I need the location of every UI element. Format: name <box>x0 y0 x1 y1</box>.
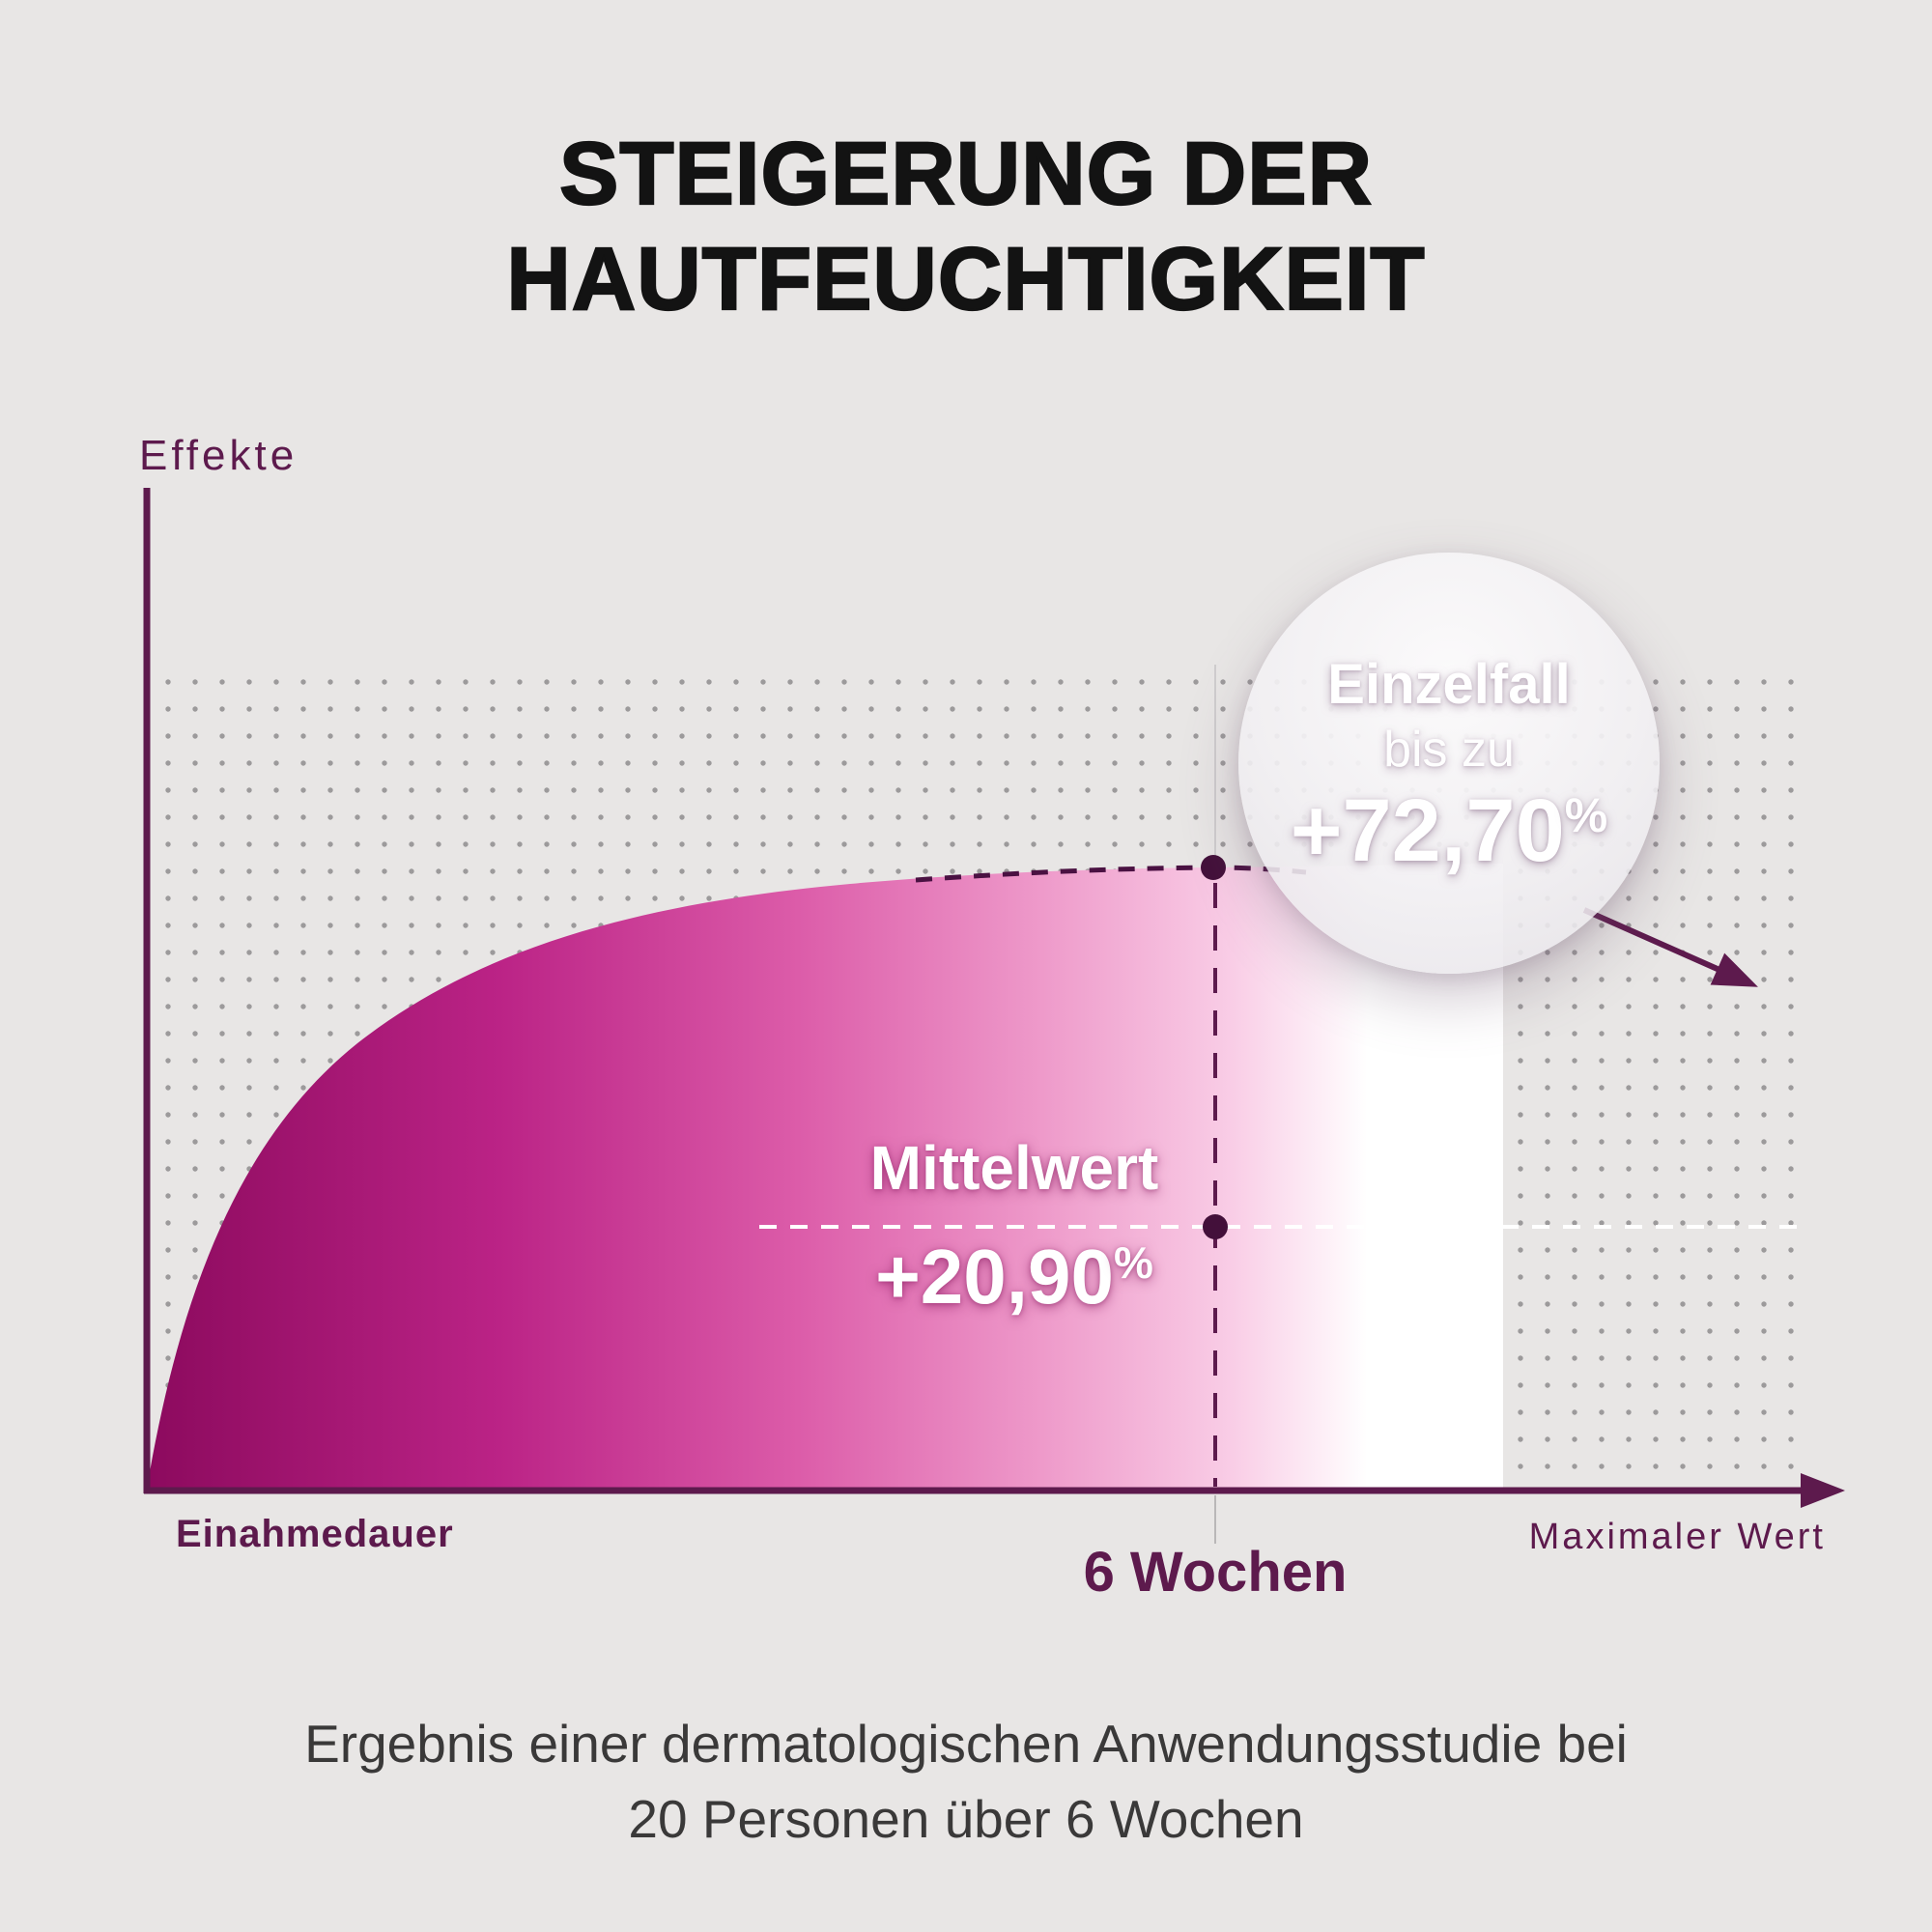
mittelwert-percent-sign: % <box>1114 1237 1153 1288</box>
study-caption: Ergebnis einer dermatologischen Anwendun… <box>0 1706 1932 1857</box>
title-line-2: HAUTFEUCHTIGKEIT <box>505 228 1426 328</box>
caption-line-2: 20 Personen über 6 Wochen <box>628 1789 1304 1850</box>
einzelfall-label: Einzelfall <box>1327 652 1571 716</box>
x-axis-marker-6-wochen: 6 Wochen <box>1083 1541 1348 1604</box>
einzelfall-sublabel: bis zu <box>1383 721 1515 778</box>
mittelwert-point <box>1203 1214 1228 1239</box>
mittelwert-value-number: +20,90 <box>875 1234 1114 1320</box>
x-axis-label-left: Einahmedauer <box>176 1513 454 1555</box>
y-axis-label: Effekte <box>139 432 298 479</box>
trend-arrow <box>1582 907 1758 987</box>
einzelfall-point <box>1201 855 1226 880</box>
area-curve <box>147 864 1503 1489</box>
title-line-1: STEIGERUNG DER <box>558 124 1374 224</box>
einzelfall-percent-sign: % <box>1564 787 1608 842</box>
einzelfall-value-number: +72,70 <box>1290 781 1565 880</box>
einzelfall-badge: Einzelfall bis zu +72,70% <box>1238 553 1660 974</box>
x-axis-label-right: Maximaler Wert <box>1528 1517 1826 1557</box>
einzelfall-value: +72,70% <box>1291 786 1607 875</box>
caption-line-1: Ergebnis einer dermatologischen Anwendun… <box>304 1714 1628 1774</box>
page-title: STEIGERUNG DER HAUTFEUCHTIGKEIT <box>0 122 1932 331</box>
mittelwert-value: +20,90% <box>744 1238 1285 1316</box>
mittelwert-label: Mittelwert <box>869 1133 1159 1203</box>
